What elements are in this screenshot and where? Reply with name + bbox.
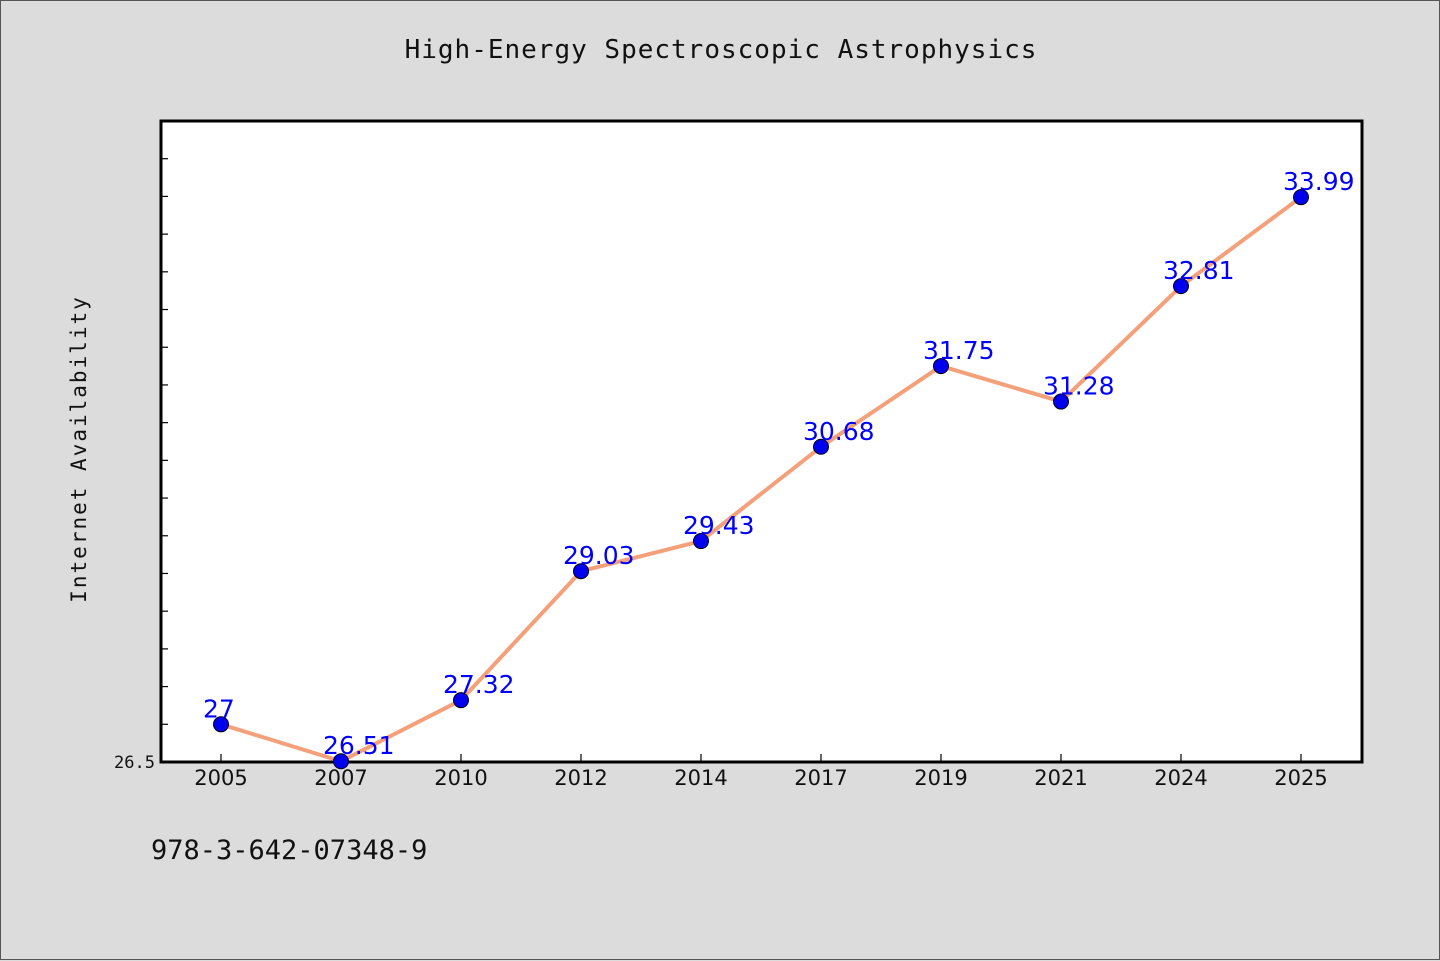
x-tick-label: 2007 [314, 766, 367, 790]
x-tick-label: 2014 [674, 766, 727, 790]
data-point [1053, 393, 1069, 410]
x-tick-label: 2019 [914, 766, 967, 790]
x-tick-label: 2025 [1274, 766, 1327, 790]
x-tick-label: 2024 [1154, 766, 1207, 790]
data-point [333, 753, 349, 770]
x-tick-label: 2005 [194, 766, 247, 790]
data-label: 31.75 [923, 336, 995, 365]
isbn-label: 978-3-642-07348-9 [151, 835, 428, 866]
series-line [220, 195, 1303, 764]
data-label: 30.68 [803, 417, 875, 446]
x-tick-label: 2010 [434, 766, 487, 790]
x-tick-label: 2021 [1034, 766, 1087, 790]
data-point [213, 716, 229, 733]
data-point [1173, 278, 1189, 295]
x-tick-label: 2017 [794, 766, 847, 790]
data-label: 27 [203, 694, 235, 723]
data-label: 31.28 [1043, 372, 1115, 401]
chart-title: High-Energy Spectroscopic Astrophysics [404, 35, 1038, 65]
data-label: 32.81 [1163, 256, 1235, 285]
data-point [813, 438, 829, 455]
x-tick-label: 2012 [554, 766, 607, 790]
data-label: 33.99 [1283, 167, 1355, 196]
data-point [693, 533, 709, 550]
y-tick-label: 26.5 [114, 753, 155, 773]
data-label: 26.51 [323, 731, 395, 760]
plot-area [159, 119, 1364, 764]
data-point [933, 358, 949, 375]
data-label: 27.32 [443, 670, 515, 699]
data-point [573, 563, 589, 580]
data-point [1293, 189, 1309, 206]
data-label: 29.43 [683, 511, 755, 540]
data-label: 29.03 [563, 541, 635, 570]
data-point [453, 692, 469, 709]
